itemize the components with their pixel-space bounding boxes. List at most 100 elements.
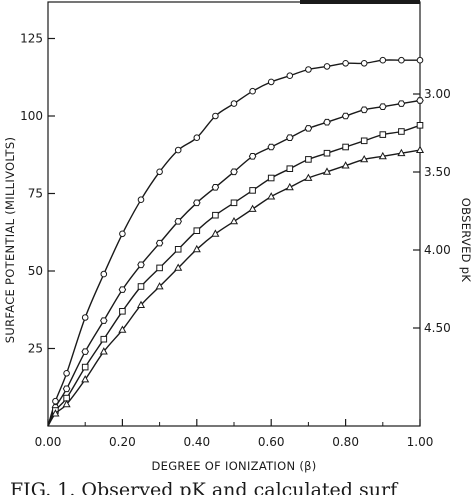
data-point-hexagon	[230, 168, 238, 176]
data-point-triangle	[62, 399, 71, 408]
data-point-hexagon	[267, 143, 275, 151]
series-hexagon	[47, 97, 424, 427]
data-point-square	[100, 335, 108, 343]
series-layer	[47, 56, 425, 427]
data-point-square	[398, 128, 405, 135]
data-point-circle	[360, 60, 368, 67]
data-point-square	[249, 187, 256, 194]
data-point-hexagon	[62, 385, 71, 393]
data-point-circle	[63, 370, 70, 377]
data-point-square	[379, 131, 387, 138]
data-point-circle	[342, 60, 349, 67]
data-point-square	[230, 199, 238, 207]
data-point-circle	[267, 78, 275, 86]
series-circle	[47, 56, 424, 427]
data-point-circle	[416, 56, 424, 64]
data-point-triangle	[322, 167, 332, 175]
data-point-triangle	[397, 148, 406, 157]
data-point-triangle	[341, 161, 350, 169]
data-point-hexagon	[304, 125, 313, 132]
series-triangle	[47, 145, 425, 427]
y-tick-label: 125	[20, 32, 43, 46]
data-point-triangle	[415, 145, 425, 153]
data-point-hexagon	[248, 153, 257, 160]
data-point-hexagon	[341, 112, 350, 120]
data-point-circle	[212, 112, 219, 120]
data-point-hexagon	[100, 317, 108, 324]
data-point-hexagon	[193, 199, 201, 207]
data-point-triangle	[378, 151, 387, 160]
data-point-square	[286, 165, 294, 172]
data-point-circle	[286, 72, 294, 79]
data-point-circle	[323, 63, 331, 70]
data-point-hexagon	[155, 239, 164, 247]
data-point-square	[342, 143, 349, 151]
data-point-triangle	[360, 154, 369, 163]
data-point-triangle	[248, 204, 257, 212]
data-point-hexagon	[323, 118, 331, 126]
y-tick-label: 50	[28, 264, 43, 278]
data-point-triangle	[136, 300, 146, 308]
data-point-triangle	[155, 282, 164, 290]
data-point-hexagon	[416, 97, 424, 104]
data-point-hexagon	[137, 261, 145, 269]
data-point-circle	[230, 100, 238, 107]
data-point-circle	[156, 168, 163, 176]
figure-caption: FIG. 1. Observed pK and calculated surf	[10, 479, 399, 495]
y-axis-title: SURFACE POTENTIAL (MILLIVOLTS)	[3, 137, 17, 343]
data-point-hexagon	[81, 348, 89, 355]
data-point-square	[81, 363, 89, 371]
data-point-triangle	[192, 244, 201, 253]
x-axis-title: DEGREE OF IONIZATION (β)	[151, 459, 316, 473]
data-point-triangle	[174, 263, 183, 271]
data-point-circle	[305, 66, 312, 73]
y2-tick-label: 4.00	[424, 243, 451, 257]
data-point-square	[156, 264, 163, 272]
data-point-triangle	[229, 216, 239, 225]
data-point-triangle	[267, 192, 276, 200]
x-tick-label: 0.20	[109, 435, 136, 449]
data-point-triangle	[118, 325, 127, 333]
data-point-triangle	[211, 229, 220, 237]
y2-axis-title: OBSERVED pK	[459, 198, 473, 283]
data-point-circle	[193, 134, 201, 141]
data-point-circle	[119, 230, 126, 238]
data-point-circle	[137, 196, 145, 203]
x-tick-label: 0.60	[258, 435, 285, 449]
data-point-hexagon	[174, 218, 182, 225]
data-point-circle	[249, 87, 256, 95]
y-tick-label: 25	[28, 342, 43, 356]
data-point-square	[212, 211, 219, 219]
data-point-circle	[174, 146, 182, 154]
data-point-hexagon	[397, 100, 406, 107]
series-line	[47, 149, 421, 427]
data-point-triangle	[51, 409, 60, 417]
series-line	[47, 124, 421, 427]
data-point-square	[174, 246, 182, 253]
data-point-square	[119, 308, 126, 315]
data-point-hexagon	[118, 286, 127, 293]
data-point-hexagon	[211, 184, 220, 191]
x-tick-label: 0.40	[183, 435, 210, 449]
data-point-circle	[398, 56, 405, 64]
data-point-square	[305, 156, 312, 163]
y2-tick-label: 4.50	[424, 321, 451, 335]
data-point-square	[267, 174, 275, 182]
data-point-square	[193, 227, 201, 234]
x-tick-label: 0.80	[332, 435, 359, 449]
data-point-square	[323, 149, 331, 157]
y2-tick-label: 3.50	[424, 165, 451, 179]
data-point-hexagon	[379, 103, 387, 110]
x-tick-label: 1.00	[407, 435, 434, 449]
series-line	[47, 99, 421, 427]
y2-tick-label: 3.00	[424, 87, 451, 101]
data-point-circle	[100, 270, 108, 278]
y-tick-label: 75	[28, 187, 43, 201]
ticks-layer: 0.00 0.20 0.40 0.60 0.80 1.00 25 50 75 100 125 3.00…	[20, 32, 451, 450]
data-point-triangle	[304, 173, 313, 181]
data-point-square	[360, 137, 368, 145]
y-tick-label: 100	[20, 109, 43, 123]
data-point-square	[416, 122, 424, 129]
data-point-hexagon	[286, 134, 294, 141]
series-line	[47, 59, 420, 427]
